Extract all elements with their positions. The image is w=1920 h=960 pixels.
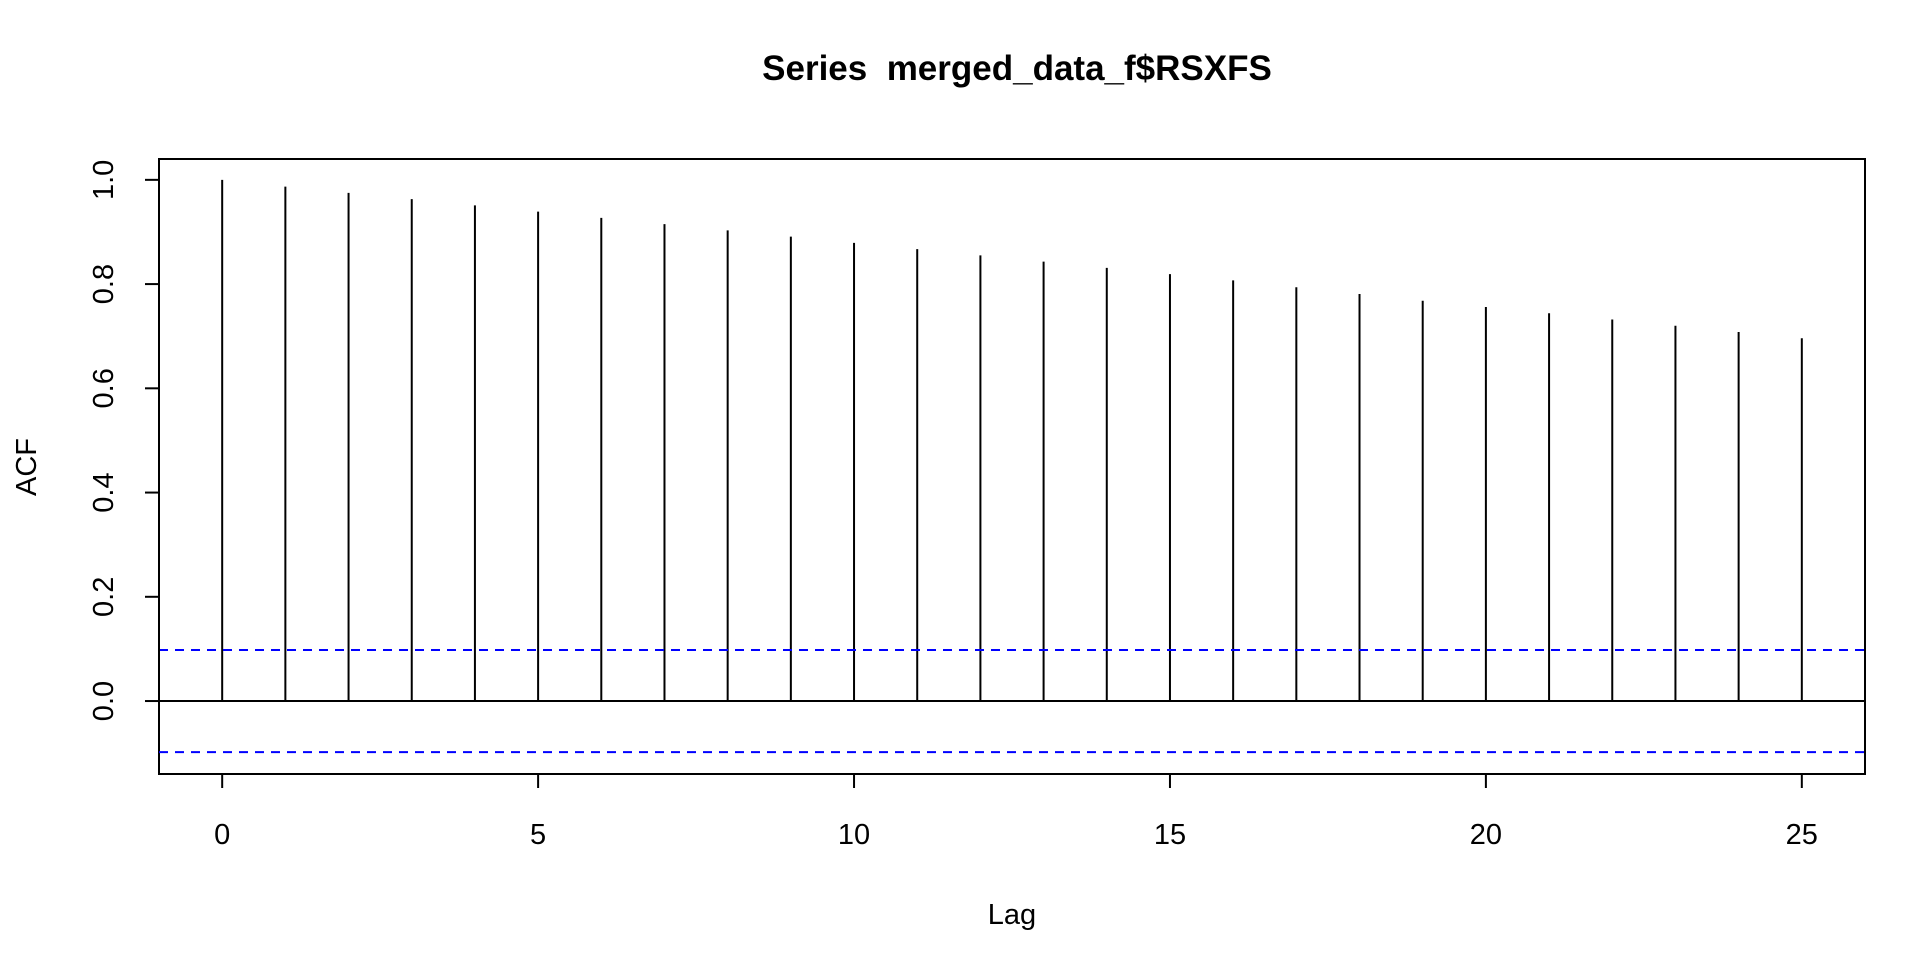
y-axis-label: ACF [11,438,43,496]
confidence-bounds [159,648,1865,754]
x-tick-label-5: 5 [530,819,546,851]
y-tick-label-0.0: 0.0 [88,681,120,721]
y-tick-label-0.8: 0.8 [88,264,120,304]
chart-title: Series merged_data_f$RSXFS [762,49,1272,88]
acf-spikes [159,179,1865,703]
y-axis: 0.0 0.2 0.4 0.6 0.8 1.0 [88,160,160,721]
x-tick-label-0: 0 [214,819,230,851]
y-tick-label-1.0: 1.0 [88,160,120,200]
plot-frame [158,158,1866,775]
x-axis: 0 5 10 15 20 25 [214,773,1818,851]
x-tick-label-20: 20 [1470,819,1502,851]
x-axis-label: Lag [988,899,1036,931]
x-tick-label-25: 25 [1786,819,1818,851]
y-tick-label-0.2: 0.2 [88,577,120,617]
x-tick-label-15: 15 [1154,819,1186,851]
y-tick-label-0.6: 0.6 [88,368,120,408]
x-tick-label-10: 10 [838,819,870,851]
y-tick-label-0.4: 0.4 [88,472,120,512]
